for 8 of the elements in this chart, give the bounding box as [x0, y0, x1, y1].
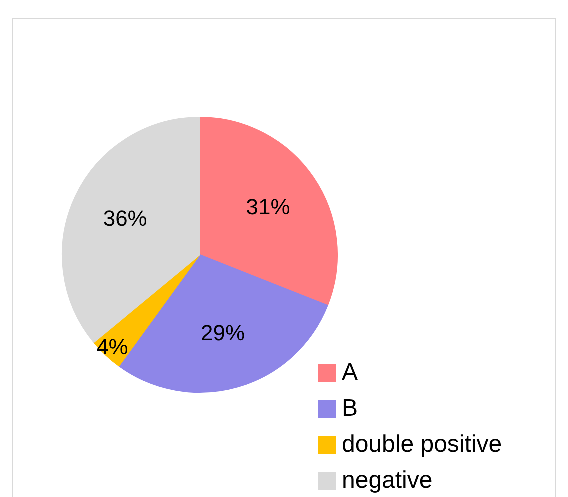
- data-label: 4%: [96, 334, 128, 360]
- data-label: 29%: [200, 320, 246, 346]
- data-label: 36%: [103, 206, 148, 231]
- data-label: 31%: [246, 194, 290, 220]
- legend-label: A: [342, 359, 358, 387]
- legend-label: B: [342, 395, 358, 423]
- legend-label: negative: [342, 467, 433, 495]
- legend-label: double positive: [342, 431, 502, 459]
